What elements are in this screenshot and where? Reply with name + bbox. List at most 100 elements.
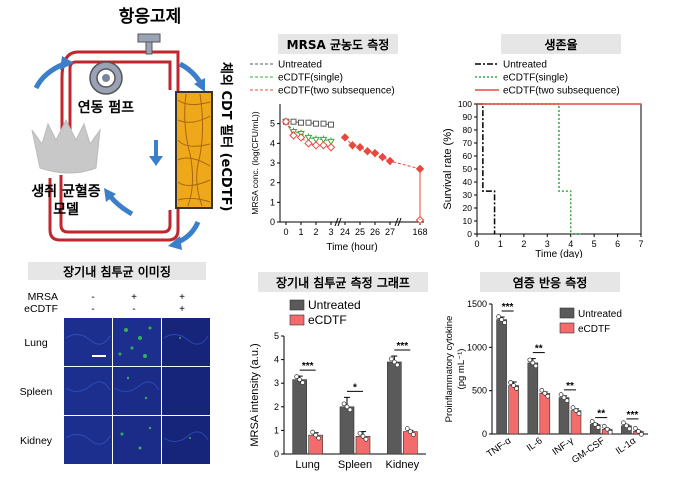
significance-label: *** bbox=[396, 341, 408, 352]
y-tick-label: 2 bbox=[274, 402, 279, 412]
replicate-point bbox=[347, 407, 353, 413]
legend-swatch bbox=[289, 299, 305, 311]
x-axis-label: Time (hour) bbox=[326, 242, 377, 253]
data-point bbox=[355, 143, 365, 152]
replicate-point bbox=[357, 430, 363, 436]
replicate-point bbox=[595, 425, 601, 430]
data-point bbox=[305, 119, 312, 126]
survival-curve bbox=[477, 103, 496, 234]
flow-arrow-icon bbox=[108, 194, 134, 217]
x-tick-label: 3 bbox=[545, 239, 550, 249]
imaging-row-label: eCDTF bbox=[24, 303, 58, 315]
bar bbox=[539, 392, 551, 435]
replicate-point bbox=[388, 356, 394, 362]
survival-curve bbox=[477, 103, 583, 235]
imaging-row-label: MRSA bbox=[28, 291, 58, 303]
data-point bbox=[363, 146, 372, 156]
significance-label: *** bbox=[502, 302, 514, 313]
replicate-point bbox=[601, 423, 607, 429]
legend-swatch bbox=[289, 314, 305, 326]
bargraph-title: 장기내 침투균 측정 그래프 bbox=[276, 275, 410, 290]
y-tick-label: 10 bbox=[463, 216, 473, 226]
significance-label: *** bbox=[302, 361, 314, 372]
replicate-point bbox=[496, 314, 501, 319]
replicate-point bbox=[310, 429, 316, 435]
sign: - bbox=[91, 304, 94, 315]
y-tick-label: 2 bbox=[270, 178, 275, 188]
data-point bbox=[328, 121, 334, 128]
data-point bbox=[340, 133, 350, 142]
replicate-point bbox=[410, 432, 416, 437]
pump-icon bbox=[89, 61, 123, 95]
x-tick-label: 0 bbox=[474, 239, 479, 249]
x-tick-label: 26 bbox=[370, 227, 380, 237]
x-tick-label: 3 bbox=[328, 227, 333, 237]
data-point bbox=[326, 143, 336, 152]
replicate-point bbox=[511, 383, 516, 388]
ecdtf-filter bbox=[175, 91, 213, 209]
data-point bbox=[378, 152, 387, 162]
category-label: IL-1α bbox=[614, 435, 639, 457]
y-tick-label: 90 bbox=[463, 112, 473, 122]
x-tick-label: 24 bbox=[340, 227, 350, 237]
replicate-point bbox=[604, 426, 610, 432]
organ-label: Spleen bbox=[20, 386, 53, 398]
data-point bbox=[320, 120, 327, 127]
replicate-point bbox=[508, 380, 513, 385]
legend-label: eCDTF(two subsequence) bbox=[503, 86, 620, 97]
data-point bbox=[304, 139, 313, 148]
replicate-point bbox=[621, 420, 626, 426]
y-tick-label: 50 bbox=[463, 164, 473, 174]
pump-label: 연동 펌프 bbox=[78, 99, 135, 116]
imaging-title: 장기내 침투균 이미징 bbox=[63, 264, 171, 279]
y-tick-label: 5 bbox=[270, 119, 275, 129]
y-tick-label: 1 bbox=[270, 197, 275, 207]
significance-label: * bbox=[353, 382, 357, 393]
axis-break bbox=[397, 217, 402, 227]
data-point bbox=[311, 141, 321, 150]
legend-swatch bbox=[559, 307, 575, 319]
mrsa-title: MRSA 균농도 측정 bbox=[287, 37, 390, 52]
mouse-model-label-1: 생쥐 균혈증 bbox=[31, 183, 100, 200]
replicate-point bbox=[592, 422, 598, 427]
x-tick-label: 1 bbox=[498, 239, 503, 249]
series-line bbox=[344, 137, 421, 221]
y-tick-label: 4 bbox=[274, 355, 279, 365]
mouse-model-label-2: 모델 bbox=[53, 202, 79, 218]
y-tick-label: 0 bbox=[270, 217, 275, 227]
y-axis-unit: (pg mL⁻¹) bbox=[456, 349, 467, 390]
x-tick-label: 0 bbox=[283, 227, 288, 237]
cytokine-title: 염증 반응 측정 bbox=[513, 275, 588, 290]
filter-label: 체외 CDT 필터 (eCDTF) bbox=[218, 62, 234, 211]
replicate-point bbox=[639, 432, 644, 437]
bar bbox=[527, 362, 539, 435]
legend-label: eCDTF bbox=[308, 313, 347, 327]
significance-label: ** bbox=[597, 409, 605, 420]
replicate-point bbox=[607, 429, 613, 435]
y-tick-label: 20 bbox=[463, 203, 473, 213]
legend-label: eCDTF bbox=[578, 324, 610, 335]
y-tick-label: 80 bbox=[463, 125, 473, 135]
replicate-point bbox=[533, 363, 539, 369]
y-tick-label: 0 bbox=[482, 429, 487, 439]
data-point bbox=[370, 148, 380, 158]
bar bbox=[292, 379, 307, 455]
circuit-diagram: 항응고제 연동 펌프 체외 CDT 필터 (eCDTF) 생쥐 균혈증 모델 bbox=[31, 6, 234, 250]
y-tick-label: 60 bbox=[463, 151, 473, 161]
syringe-icon bbox=[137, 33, 161, 55]
significance-label: *** bbox=[627, 410, 639, 421]
bar bbox=[496, 319, 507, 435]
replicate-point bbox=[624, 423, 629, 429]
y-axis-label: MRSA conc. (log(CFU/mL)) bbox=[250, 111, 260, 215]
x-tick-label: 168 bbox=[412, 227, 427, 237]
axis-break bbox=[337, 217, 342, 227]
sign: - bbox=[132, 304, 135, 315]
imaging-panel: 장기내 침투균 이미징 MRSA eCDTF - + + - - + Lung … bbox=[20, 262, 210, 464]
y-tick-label: 100 bbox=[458, 99, 472, 109]
data-point bbox=[281, 117, 291, 126]
replicate-point bbox=[545, 393, 551, 399]
replicate-point bbox=[633, 426, 638, 431]
y-axis-label: Proinflammatory cytokine bbox=[444, 316, 455, 423]
